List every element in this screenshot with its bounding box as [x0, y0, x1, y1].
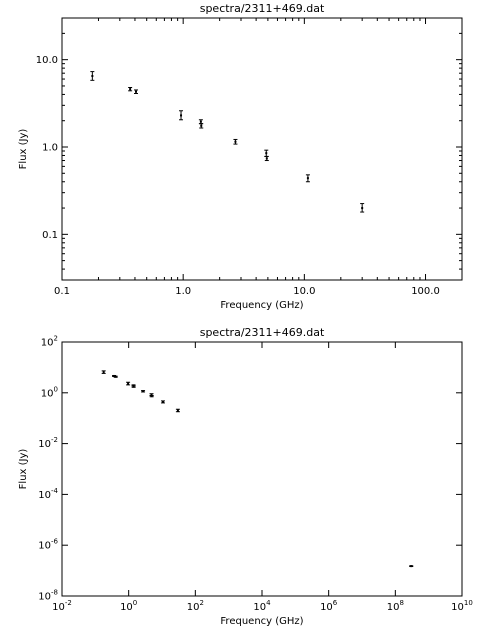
data-point [200, 124, 203, 127]
data-point [132, 384, 135, 387]
y-tick-label-exponent: -2 [51, 436, 58, 444]
y-tick-label-base: 10 [38, 490, 51, 501]
data-point [134, 90, 137, 93]
data-point [361, 207, 364, 210]
data-point [142, 390, 145, 393]
y-tick-label-exponent: -6 [51, 538, 59, 546]
x-tick-label: 106 [320, 599, 338, 613]
y-tick-label: 10-8 [38, 589, 58, 603]
y-tick-label-base: 10 [38, 592, 51, 603]
x-axis-label: Frequency (GHz) [220, 616, 303, 627]
x-axis-label: Frequency (GHz) [220, 300, 303, 311]
data-point [234, 140, 237, 143]
x-tick-label-base: 10 [120, 602, 133, 613]
x-tick-label: 104 [253, 599, 271, 613]
y-tick-label-base: 10 [38, 439, 51, 450]
data-point [161, 400, 164, 403]
x-tick-label-base: 10 [52, 602, 65, 613]
data-point [114, 375, 117, 378]
y-tick-label: 10.0 [36, 55, 58, 66]
y-tick-label: 1.0 [42, 143, 58, 154]
x-tick-label-base: 10 [187, 602, 200, 613]
x-tick-label-base: 10 [320, 602, 333, 613]
data-point [176, 409, 179, 412]
x-tick-label-exponent: 6 [333, 599, 338, 607]
data-point [102, 371, 105, 374]
x-tick-label-exponent: 0 [133, 599, 137, 607]
x-tick-label: 10.0 [293, 286, 315, 297]
x-tick-label-exponent: 10 [464, 599, 473, 607]
x-tick-label: 1010 [451, 599, 473, 613]
x-tick-label-base: 10 [387, 602, 400, 613]
x-tick-label: 102 [187, 599, 204, 613]
data-point [132, 385, 135, 388]
x-tick-label: 1.0 [175, 286, 191, 297]
y-tick-label-base: 10 [41, 388, 54, 399]
data-point [265, 157, 268, 160]
y-tick-label-exponent: 2 [54, 335, 58, 343]
x-tick-label-base: 10 [253, 602, 266, 613]
chart-title: spectra/2311+469.dat [200, 2, 325, 15]
x-tick-label-base: 10 [451, 602, 464, 613]
data-point [150, 393, 153, 396]
y-tick-label: 10-2 [38, 436, 58, 450]
y-tick-label-exponent: 0 [54, 385, 58, 393]
x-tick-label-exponent: 2 [199, 599, 203, 607]
y-tick-label: 0.1 [42, 230, 58, 241]
x-tick-label-exponent: 8 [399, 599, 403, 607]
y-tick-label: 100 [41, 385, 58, 399]
x-tick-label: 10-2 [52, 599, 72, 613]
x-tick-label: 100.0 [411, 286, 440, 297]
y-tick-label-exponent: -8 [51, 589, 58, 597]
data-point [199, 120, 202, 123]
data-point [306, 177, 309, 180]
plot-frame [61, 341, 463, 597]
data-point [127, 382, 130, 385]
y-tick-label-base: 10 [41, 338, 54, 349]
y-tick-label-base: 10 [38, 541, 51, 552]
y-axis-label: Flux (Jy) [18, 449, 29, 490]
data-point [180, 114, 183, 117]
x-tick-label: 100 [120, 599, 137, 613]
plot-frame [61, 17, 463, 281]
chart-title: spectra/2311+469.dat [200, 326, 325, 339]
x-tick-label-exponent: -2 [65, 599, 72, 607]
x-tick-label: 108 [387, 599, 404, 613]
data-point [265, 152, 268, 155]
y-tick-label: 10-4 [38, 487, 58, 501]
data-point [150, 395, 153, 398]
data-point [410, 565, 413, 568]
spectrum-plot-linear-ticks: spectra/2311+469.dat 0.1 1.0 10.0 100.0 0.1 1.… [18, 2, 463, 311]
y-axis-label: Flux (Jy) [18, 129, 29, 170]
data-point [129, 88, 132, 91]
x-tick-label: 0.1 [54, 286, 70, 297]
y-tick-label-exponent: -4 [51, 487, 59, 495]
x-tick-label-exponent: 4 [266, 599, 271, 607]
data-point [91, 75, 94, 78]
y-tick-label: 10-6 [38, 538, 58, 552]
y-tick-label: 102 [41, 335, 58, 349]
